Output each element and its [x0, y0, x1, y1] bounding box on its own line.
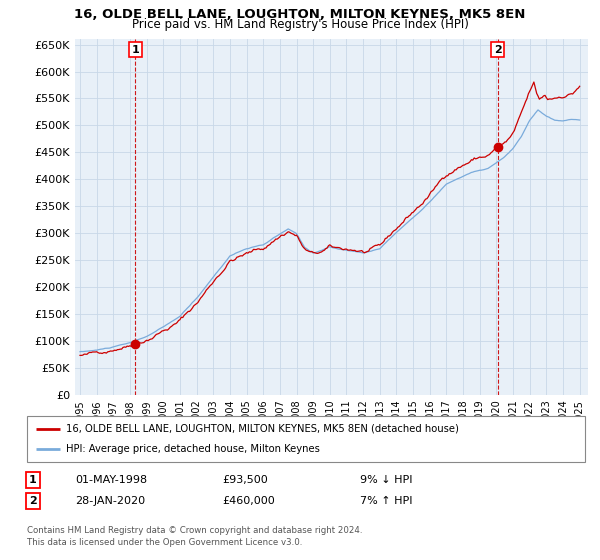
Text: 2: 2	[29, 496, 37, 506]
Text: Contains HM Land Registry data © Crown copyright and database right 2024.: Contains HM Land Registry data © Crown c…	[27, 526, 362, 535]
Text: 9% ↓ HPI: 9% ↓ HPI	[360, 475, 413, 485]
Text: £93,500: £93,500	[222, 475, 268, 485]
Text: 1: 1	[131, 45, 139, 54]
Text: 7% ↑ HPI: 7% ↑ HPI	[360, 496, 413, 506]
Text: 28-JAN-2020: 28-JAN-2020	[75, 496, 145, 506]
Text: 2: 2	[494, 45, 502, 54]
Text: 01-MAY-1998: 01-MAY-1998	[75, 475, 147, 485]
Text: 16, OLDE BELL LANE, LOUGHTON, MILTON KEYNES, MK5 8EN (detached house): 16, OLDE BELL LANE, LOUGHTON, MILTON KEY…	[66, 424, 459, 434]
Text: HPI: Average price, detached house, Milton Keynes: HPI: Average price, detached house, Milt…	[66, 444, 320, 454]
Text: This data is licensed under the Open Government Licence v3.0.: This data is licensed under the Open Gov…	[27, 538, 302, 547]
Text: 1: 1	[29, 475, 37, 485]
Text: Price paid vs. HM Land Registry's House Price Index (HPI): Price paid vs. HM Land Registry's House …	[131, 18, 469, 31]
Text: 16, OLDE BELL LANE, LOUGHTON, MILTON KEYNES, MK5 8EN: 16, OLDE BELL LANE, LOUGHTON, MILTON KEY…	[74, 8, 526, 21]
Text: £460,000: £460,000	[222, 496, 275, 506]
